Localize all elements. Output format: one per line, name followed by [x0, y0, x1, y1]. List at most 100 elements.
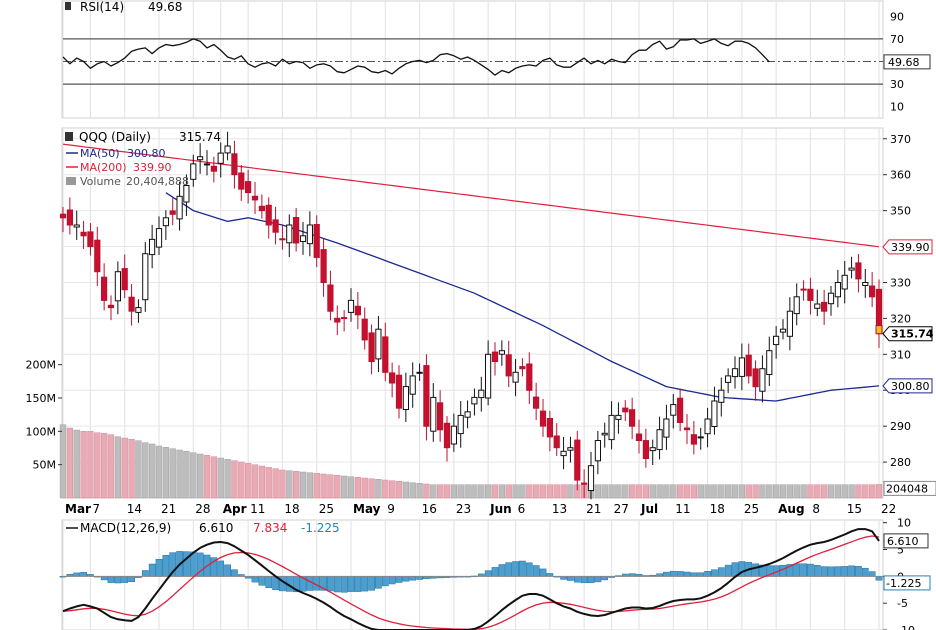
- volume-bar: [855, 484, 862, 499]
- candle-body: [622, 407, 629, 413]
- macd-y-tick: -5: [897, 597, 908, 610]
- volume-bar: [416, 483, 423, 499]
- volume-bar: [505, 484, 512, 499]
- candle-body: [704, 418, 711, 435]
- x-axis-label: Apr: [223, 502, 247, 516]
- candle-body: [745, 354, 752, 377]
- candle-body: [718, 389, 725, 403]
- candle-body: [224, 145, 231, 154]
- volume-bar: [347, 476, 355, 499]
- candle-body: [121, 268, 128, 291]
- volume-bar: [279, 469, 286, 499]
- candle-body: [766, 350, 773, 376]
- volume-tick-label: 100M: [26, 425, 57, 438]
- macd-histogram-bar: [224, 564, 231, 577]
- price-y-tick: 330: [890, 276, 911, 289]
- x-axis-label: 22: [881, 502, 896, 516]
- macd-histogram-bar: [162, 555, 170, 577]
- candle-body: [821, 301, 828, 312]
- volume-bar: [402, 481, 410, 499]
- volume-bar: [101, 433, 108, 499]
- rsi-y-tick: 10: [890, 101, 904, 114]
- macd-histogram-bar: [676, 571, 684, 577]
- macd-histogram-bar: [368, 576, 375, 591]
- volume-bar: [375, 479, 382, 499]
- x-axis-label: 14: [127, 502, 142, 516]
- candle-body: [553, 435, 560, 449]
- macd-value: 6.610: [199, 521, 233, 535]
- candle-body: [683, 427, 691, 431]
- volume-bar: [87, 431, 94, 499]
- rsi-icon: [65, 2, 71, 10]
- candle-body: [738, 357, 745, 377]
- macd-histogram-bar: [813, 565, 821, 577]
- volume-bar: [107, 434, 115, 499]
- volume-bar: [533, 484, 540, 499]
- macd-histogram-bar: [539, 568, 547, 577]
- macd-frame: [61, 519, 884, 630]
- rsi-end-label: 49.68: [888, 56, 920, 69]
- volume-bar: [862, 484, 869, 499]
- macd-histogram-bar: [820, 566, 828, 577]
- price-y-tick: 280: [890, 456, 911, 469]
- candle-body: [869, 285, 876, 298]
- candle-body: [690, 434, 697, 445]
- candle-body: [251, 195, 259, 201]
- macd-hist-value: -1.225: [301, 521, 340, 535]
- candle-body: [786, 310, 793, 337]
- volume-bar: [738, 484, 746, 499]
- rsi-y-tick: 30: [890, 78, 904, 91]
- volume-bar: [409, 482, 416, 499]
- macd-histogram-bar: [519, 560, 526, 577]
- candle-body: [94, 239, 101, 273]
- candle-body: [464, 411, 471, 418]
- candle-body: [574, 439, 581, 481]
- volume-bar: [334, 475, 341, 499]
- candle-body: [498, 350, 505, 355]
- candle-body: [416, 371, 423, 374]
- volume-bar: [745, 484, 752, 499]
- macd-histogram-bar: [505, 562, 513, 577]
- volume-bar: [546, 484, 554, 499]
- candle-body: [539, 410, 547, 427]
- volume-bar: [265, 467, 272, 499]
- macd-hist-end-label: -1.225: [886, 577, 921, 590]
- volume-bar: [560, 484, 567, 499]
- volume-bar: [203, 455, 211, 499]
- volume-bar: [539, 484, 547, 499]
- candle-body: [176, 195, 183, 220]
- x-axis-label: 23: [456, 502, 471, 516]
- x-axis-label: 27: [614, 502, 629, 516]
- volume-bar: [779, 484, 787, 499]
- candle-body: [567, 447, 574, 451]
- volume-bar: [320, 473, 327, 499]
- volume-bar: [59, 424, 67, 499]
- candle-body: [354, 305, 361, 316]
- macd-panel: 1050-5-10MACD(12,26,9)6.6107.834-1.2256.…: [59, 517, 931, 630]
- volume-bar: [80, 431, 87, 499]
- candle-body: [512, 371, 519, 383]
- volume-bar: [512, 484, 519, 499]
- macd-histogram-bar: [875, 576, 883, 581]
- rsi-frame: [61, 0, 884, 119]
- macd-histogram-bar: [512, 561, 519, 577]
- x-axis-label: 21: [586, 502, 601, 516]
- volume-legend-swatch: [66, 177, 76, 185]
- x-axis-label: 11: [675, 502, 690, 516]
- macd-histogram-bar: [327, 576, 334, 592]
- candle-body: [779, 328, 787, 333]
- macd-histogram-bar: [532, 565, 540, 577]
- candle-body: [409, 375, 416, 395]
- candle-body: [149, 238, 156, 256]
- rsi-line: [62, 38, 770, 76]
- volume-bar: [114, 436, 122, 499]
- macd-histogram-bar: [381, 576, 389, 587]
- volume-bar: [725, 484, 732, 499]
- volume-bar: [395, 481, 403, 499]
- macd-histogram-bar: [265, 576, 273, 589]
- candle-body: [327, 284, 334, 312]
- x-axis-label: 9: [387, 502, 395, 516]
- last-volume-label: 204048: [886, 482, 928, 495]
- volume-bar: [601, 484, 608, 499]
- volume-bar: [827, 484, 835, 499]
